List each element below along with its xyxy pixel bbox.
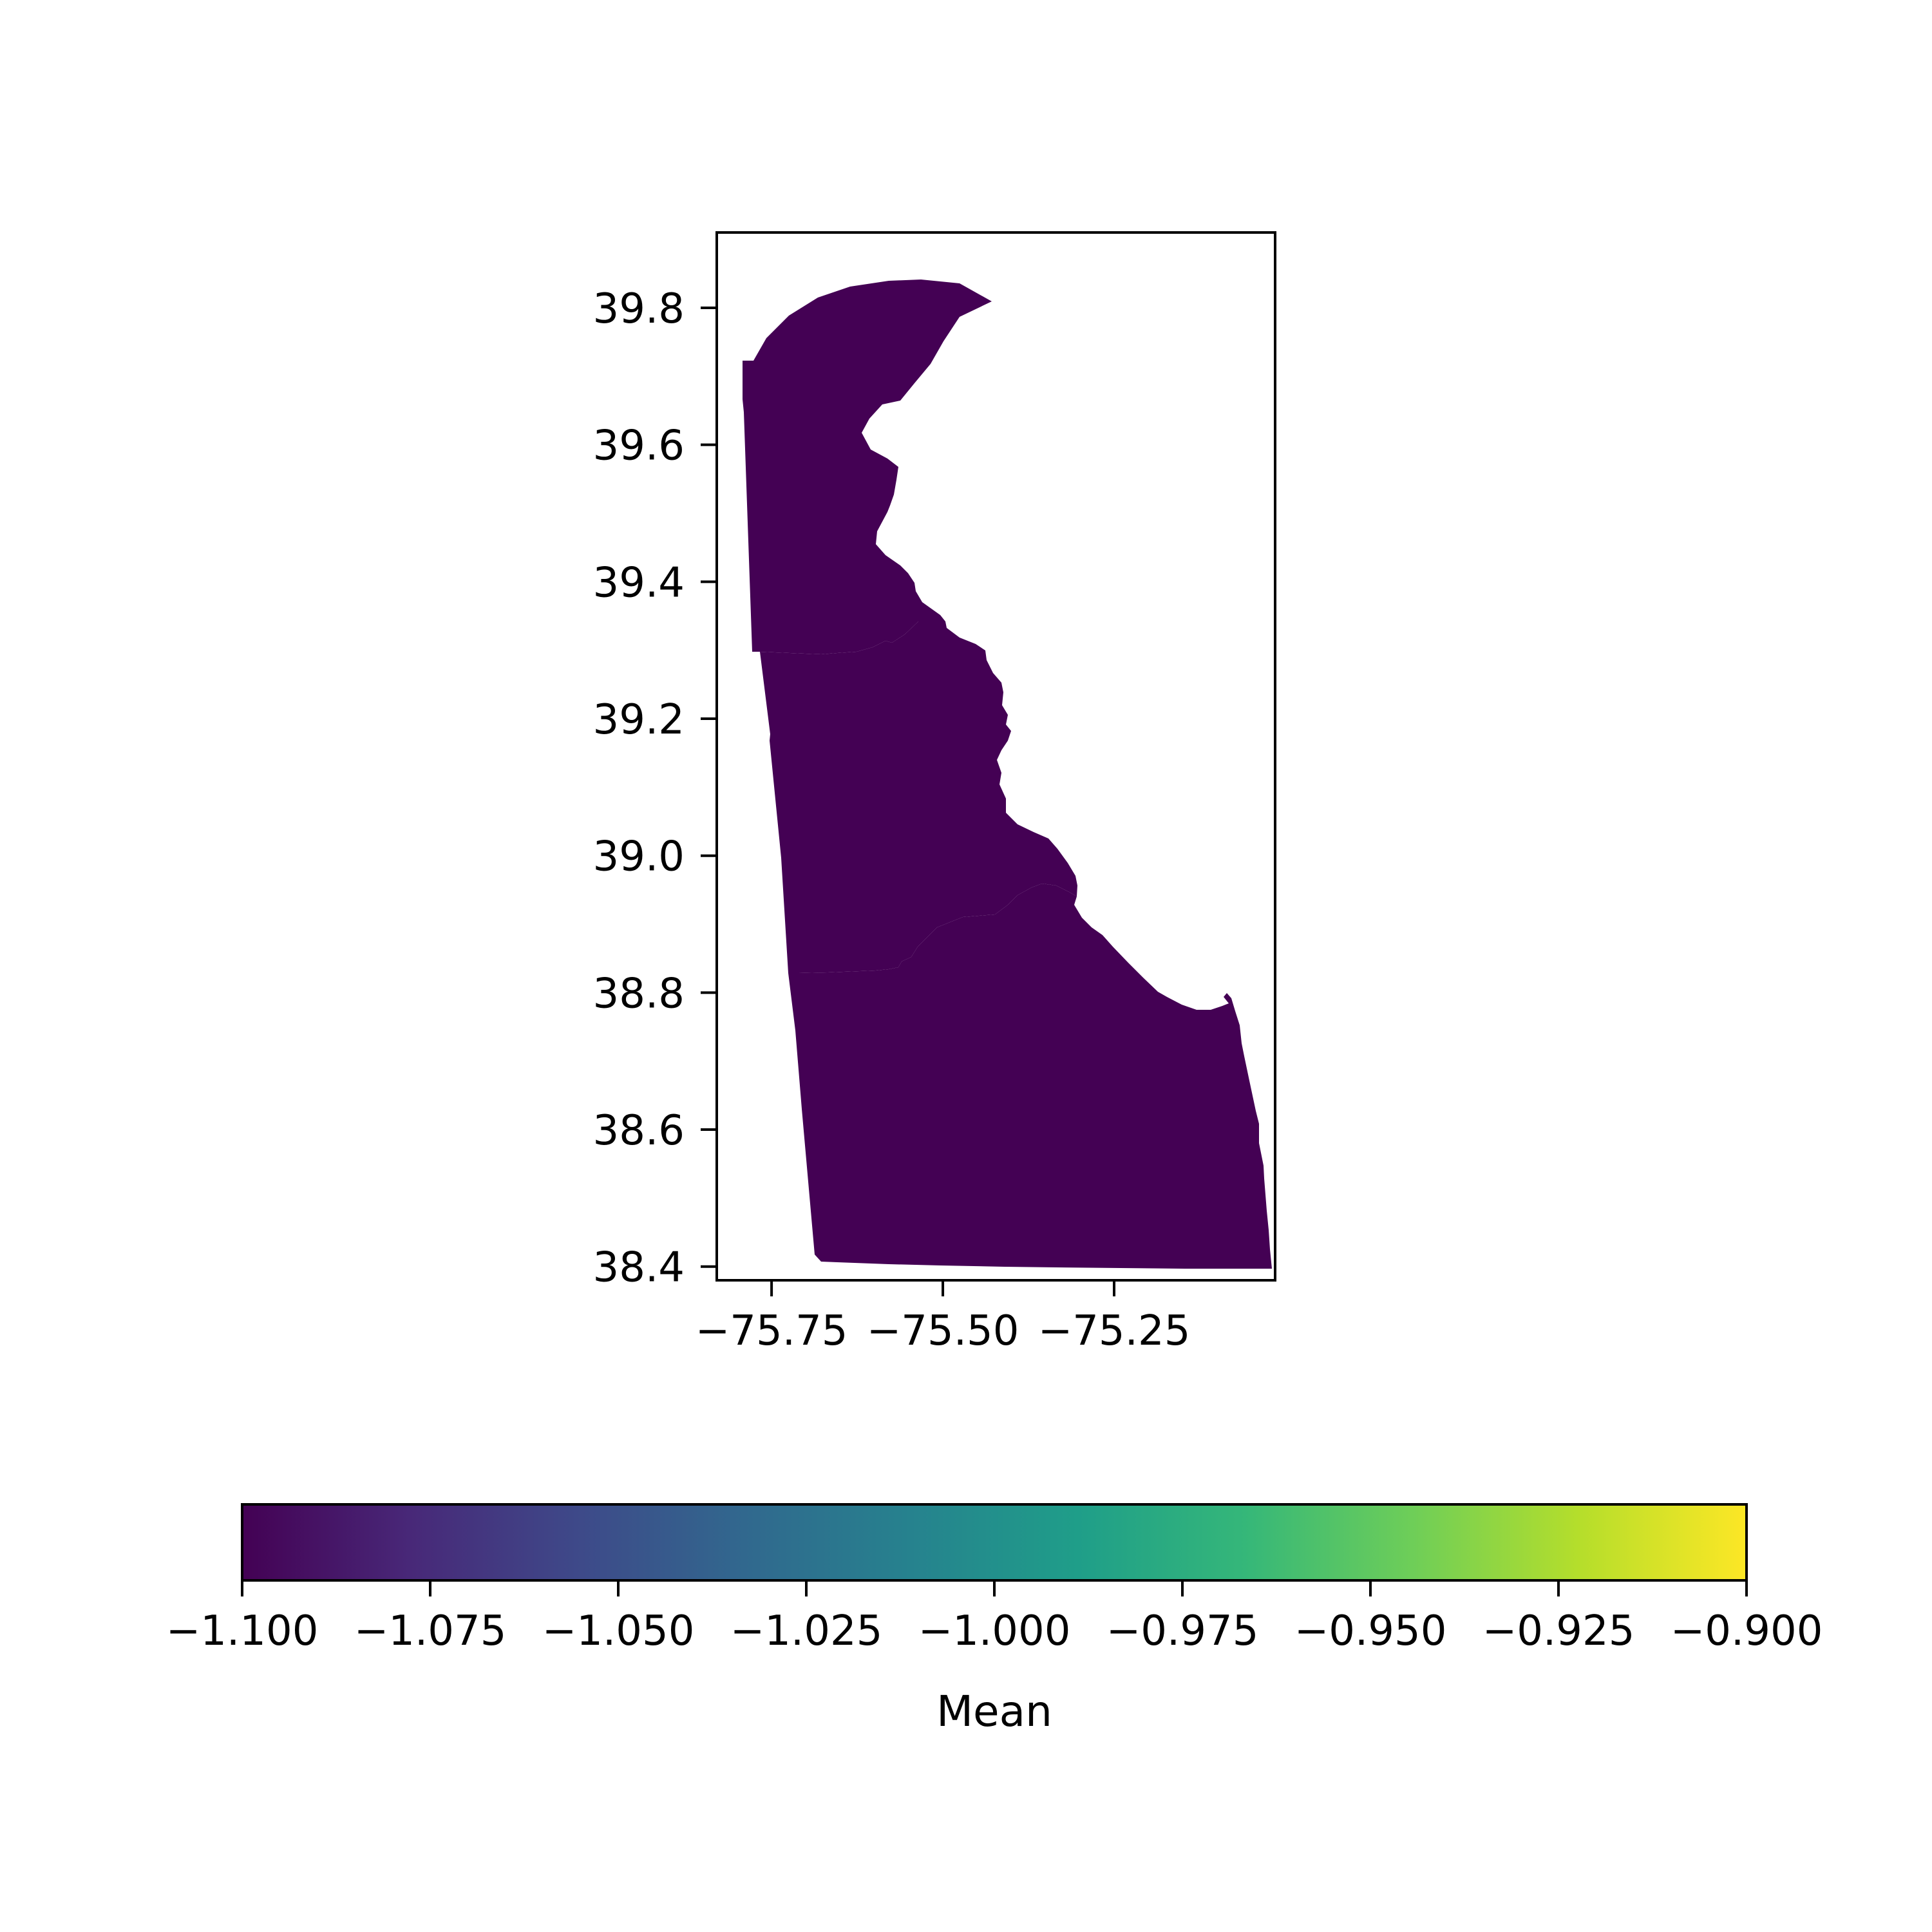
x-tick-label: −75.25: [1038, 1307, 1191, 1355]
map-axes-frame: [715, 231, 1276, 1282]
county-kent: [760, 621, 1077, 973]
y-tick-label: 39.6: [593, 422, 685, 470]
county-new-castle: [743, 279, 992, 654]
colorbar-gradient: [242, 1504, 1747, 1580]
delaware-map: [743, 279, 1272, 1269]
colorbar-tick-label: −0.900: [1671, 1607, 1823, 1655]
colorbar-tick-label: −0.950: [1294, 1607, 1447, 1655]
y-tick-label: 39.2: [593, 696, 685, 744]
county-sussex: [788, 884, 1272, 1269]
colorbar: −1.100 −1.075 −1.050 −1.025 −1.000 −0.975 −0.9…: [166, 1503, 1823, 1736]
y-tick-label: 38.8: [593, 970, 685, 1018]
colorbar-tick-label: −1.100: [166, 1607, 319, 1655]
y-tick-label: 39.4: [593, 559, 685, 607]
map-axes: −75.75 −75.50 −75.25 38.438.638.839.039.23…: [593, 231, 1276, 1355]
y-tick-label: 38.4: [593, 1244, 685, 1292]
y-tick-label: 39.8: [593, 285, 685, 333]
x-tick-label: −75.75: [696, 1307, 848, 1355]
colorbar-tick-label: −1.075: [354, 1607, 507, 1655]
y-axis: 38.4 38.6 38.8 39.0 39.2 39.4 39.6 39.8: [593, 285, 717, 1292]
colorbar-tick-label: −1.025: [730, 1607, 883, 1655]
colorbar-ticks: −1.100 −1.075 −1.050 −1.025 −1.000 −0.975 −0.9…: [166, 1580, 1823, 1655]
colorbar-label: Mean: [936, 1687, 1052, 1736]
colorbar-tick-label: −1.000: [918, 1607, 1071, 1655]
y-tick-label: 38.6: [593, 1107, 685, 1155]
colorbar-tick-label: −0.925: [1482, 1607, 1635, 1655]
x-tick-label: −75.50: [867, 1307, 1019, 1355]
colorbar-tick-label: −0.975: [1106, 1607, 1259, 1655]
y-tick-label: 39.0: [593, 833, 685, 881]
x-axis: −75.75 −75.50 −75.25: [696, 1280, 1191, 1355]
colorbar-tick-label: −1.050: [542, 1607, 695, 1655]
